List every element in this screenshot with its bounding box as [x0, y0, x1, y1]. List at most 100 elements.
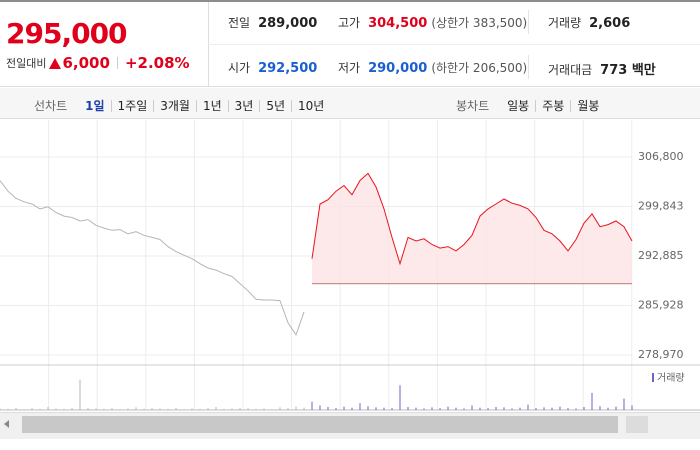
volume-bar — [343, 406, 345, 410]
volume-bar — [7, 408, 9, 410]
period-tab[interactable]: 10년 — [291, 99, 330, 112]
volume-bar — [487, 408, 489, 410]
volume-bar — [495, 406, 497, 410]
volume-bar — [447, 406, 449, 410]
price-line — [311, 172, 633, 266]
summary-label: 전일 — [228, 16, 251, 30]
summary-value: 292,500 — [258, 61, 318, 76]
volume-bar — [623, 398, 625, 410]
up-icon — [49, 57, 62, 69]
legend-label: 거래량 — [657, 372, 685, 384]
volume-bar — [551, 407, 553, 410]
summary-value: 773 백만 — [600, 63, 656, 78]
price-line — [0, 180, 305, 337]
change-label: 전일대비 — [6, 57, 47, 70]
change: 6,000 — [62, 54, 110, 72]
line-tabs: 선차트 1일 1주일 3개월 1년 3년 5년 10년 — [34, 97, 330, 114]
tab-group-label: 선차트 — [34, 99, 68, 113]
volume-bar — [295, 406, 297, 410]
volume-bar — [607, 407, 609, 410]
volume-bar — [247, 408, 249, 410]
separator — [116, 57, 118, 69]
candle-tabs: 봉차트 일봉 주봉 월봉 — [456, 97, 605, 114]
summary-value: 289,000 — [258, 16, 318, 31]
volume-bar — [0, 408, 1, 410]
volume-bar — [319, 405, 321, 410]
volume-bar — [471, 405, 473, 410]
y-tick-label: 306,800 — [638, 150, 684, 163]
volume-bar — [479, 407, 481, 410]
price: 295,000 — [6, 17, 128, 50]
volume-bar — [431, 407, 433, 410]
candle-tab[interactable]: 일봉 — [507, 98, 530, 113]
volume-bar — [199, 408, 201, 410]
volume-bar — [47, 406, 49, 410]
volume-bar — [423, 408, 425, 410]
volume-bar — [55, 408, 57, 410]
volume-bar — [111, 408, 113, 410]
candle-tab[interactable]: 주봉 — [535, 99, 570, 112]
volume-bar — [287, 408, 289, 410]
summary-note: (상한가 383,500) — [431, 16, 528, 30]
volume-bar — [519, 407, 521, 410]
summary-label: 고가 — [338, 16, 361, 30]
y-tick-label: 299,843 — [638, 199, 684, 212]
volume-bar — [239, 407, 241, 410]
summary-value: 2,606 — [589, 16, 631, 31]
summary-value: 304,500 — [368, 16, 428, 31]
volume-bar — [391, 408, 393, 410]
period-tab[interactable]: 3개월 — [153, 99, 196, 112]
volume-bar — [583, 406, 585, 410]
summary-item: 전일 289,000 — [228, 14, 317, 31]
divider — [528, 55, 529, 79]
summary-item: 거래대금 773 백만 — [548, 59, 656, 78]
volume-bar — [31, 408, 33, 410]
summary-label: 저가 — [338, 61, 361, 75]
period-tab[interactable]: 5년 — [259, 99, 291, 112]
volume-bar — [535, 408, 537, 410]
volume-bar — [311, 401, 313, 410]
volume-bar — [87, 407, 89, 410]
volume-bar — [351, 407, 353, 410]
period-tab[interactable]: 1년 — [195, 99, 228, 112]
volume-bar — [503, 407, 505, 410]
scroll-right[interactable] — [626, 416, 648, 433]
scroll-thumb[interactable] — [22, 416, 618, 433]
volume-bar — [303, 407, 305, 410]
summary-item: 거래량 2,606 — [548, 14, 630, 31]
summary-item: 고가 304,500 (상한가 383,500) — [338, 14, 527, 31]
volume-bar — [15, 407, 17, 410]
volume-bar — [159, 408, 161, 410]
period-tab[interactable]: 1일 — [85, 98, 105, 113]
volume-bar — [383, 407, 385, 410]
change-rate: +2.08% — [124, 54, 190, 72]
volume-bar — [231, 408, 233, 410]
volume-bar — [95, 408, 97, 410]
volume-bar — [599, 406, 601, 410]
summary-label: 거래량 — [548, 16, 582, 30]
volume-bar — [407, 406, 409, 410]
y-tick-label: 285,928 — [638, 298, 684, 311]
volume-bar — [327, 406, 329, 410]
volume-bar — [271, 409, 273, 410]
candle-tab[interactable]: 월봉 — [570, 99, 605, 112]
volume-bar — [335, 408, 337, 410]
divider — [208, 44, 700, 45]
scroll-left[interactable] — [4, 420, 9, 428]
legend-swatch — [652, 373, 654, 382]
volume-bar — [263, 408, 265, 410]
volume-bar — [151, 408, 153, 410]
volume-bar — [559, 406, 561, 410]
period-tab[interactable]: 1주일 — [110, 99, 154, 112]
summary-panel — [0, 0, 700, 87]
volume-bar — [127, 408, 129, 410]
volume-bar — [183, 409, 185, 410]
summary-item: 시가 292,500 — [228, 59, 317, 76]
volume-bar — [511, 408, 513, 410]
y-tick-label: 292,885 — [638, 249, 684, 262]
area — [312, 173, 632, 284]
volume-bar — [399, 385, 401, 410]
period-tab[interactable]: 3년 — [227, 99, 260, 112]
